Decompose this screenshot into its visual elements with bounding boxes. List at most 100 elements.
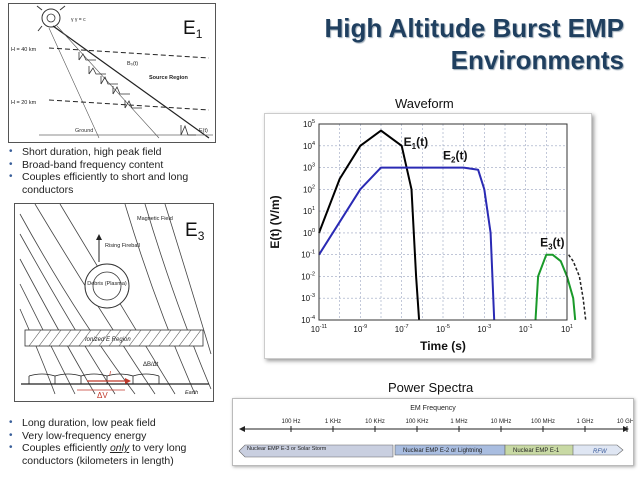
y-tick-label: 102 — [303, 184, 315, 194]
band-e2-label: Nuclear EMP E-2 or Lightning — [403, 448, 482, 454]
e2-curve-label: E2(t) — [443, 149, 467, 165]
h40-label: H = 40 km — [11, 47, 37, 53]
h20-label: H = 20 km — [11, 100, 37, 106]
power-spectra-caption: Power Spectra — [388, 380, 474, 395]
bullet-text: to very long conductors (kilometers in l… — [22, 442, 187, 467]
source-region-label: Source Region — [149, 75, 188, 81]
e3-label: E3 — [185, 220, 205, 243]
ground-label: Ground — [75, 128, 93, 134]
e3-diagram-panel: Debris (Plasma) Rising Fireball Magnetic… — [14, 203, 214, 402]
list-item: Long duration, low peak field — [6, 417, 220, 430]
y-tick-label: 103 — [303, 163, 315, 173]
title-line-1: High Altitude Burst EMP — [324, 13, 624, 43]
axis-arrow-right — [623, 426, 629, 432]
ionized-region-label: Ionized E Region — [85, 337, 131, 343]
frequency-label: 1 KHz — [325, 419, 341, 425]
series-line-e2 — [318, 166, 496, 321]
x-tick-label: 10-7 — [395, 324, 409, 334]
frequency-label: 100 KHz — [405, 419, 428, 425]
current-arrow-head — [125, 378, 131, 384]
page-title: High Altitude Burst EMP Environments — [262, 12, 624, 76]
e3-bullet-list: Long duration, low peak field Very low-f… — [6, 417, 220, 467]
y-tick-label: 10-3 — [301, 293, 315, 303]
current-label: I — [109, 371, 111, 378]
x-tick-label: 10-5 — [436, 324, 450, 334]
chart-series — [318, 129, 587, 321]
frequency-label: 10 GHz — [617, 419, 633, 425]
frequency-label: 100 Hz — [281, 419, 300, 425]
y-tick-label: 105 — [303, 119, 315, 129]
gamma-ray-line — [56, 25, 160, 139]
band-e3-label: Nuclear EMP E-3 or Solar Storm — [247, 446, 327, 452]
y-tick-label: 100 — [303, 228, 315, 238]
gamma-ray-line — [52, 25, 210, 139]
burst-icon — [36, 5, 66, 32]
fireball-inner — [92, 271, 122, 301]
waveform-chart-frame: 105 104 103 102 101 100 10-1 10-2 10-3 10-4 10-11… — [264, 113, 592, 359]
bullet-text: Couples efficiently — [22, 442, 110, 454]
list-item: Short duration, high peak field — [6, 146, 214, 159]
series-line-e3 — [534, 253, 577, 321]
frequency-label: 100 MHz — [531, 419, 555, 425]
x-axis-label: Time (s) — [420, 339, 466, 353]
e1-label: E1 — [183, 18, 203, 41]
e1-diagram: γ γ = c H = 40 km Source Region B₀(t) H … — [11, 5, 213, 139]
altitude-40km-line — [48, 47, 210, 59]
band-e3 — [238, 444, 394, 458]
magnetic-field-label: Magnetic Field — [137, 216, 173, 222]
frequency-ticks — [290, 426, 628, 432]
e1-bullet-list: Short duration, high peak field Broad-ba… — [6, 146, 214, 196]
x-tick-label: 10-1 — [519, 324, 533, 334]
y-axis-label: E(t) (V/m) — [268, 195, 282, 248]
x-tick-label: 10-3 — [477, 324, 491, 334]
pulse-glyphs — [78, 52, 196, 136]
frequency-label: 1 GHz — [576, 419, 593, 425]
list-item: Couples efficiently only to very long co… — [6, 442, 220, 467]
ionized-hatch — [28, 329, 202, 347]
delta-b-label: ΔB/Δt — [143, 362, 159, 368]
waveform-caption: Waveform — [395, 96, 454, 111]
list-item: Very low-frequency energy — [6, 430, 220, 443]
series-line-e1 — [318, 129, 421, 321]
frequency-label: 10 MHz — [491, 419, 512, 425]
rising-arrow-head — [96, 234, 102, 240]
y-tick-label: 10-1 — [301, 250, 315, 260]
delta-v-label: ΔV — [97, 391, 108, 400]
plot-area-border — [318, 123, 568, 321]
earth-label: Earth — [185, 390, 198, 396]
br-label: B₀(t) — [127, 61, 138, 67]
e1-diagram-panel: γ γ = c H = 40 km Source Region B₀(t) H … — [8, 3, 216, 143]
gamma-label: γ γ = c — [71, 17, 86, 23]
e1-curve-label: E1(t) — [404, 135, 428, 151]
band-rfw — [572, 444, 624, 456]
x-tick-labels: 10-11 10-9 10-7 10-5 10-3 10-1 101 — [311, 324, 573, 334]
frequency-labels: 100 Hz 1 KHz 10 KHz 100 KHz 1 MHz 10 MHz 100 M… — [281, 419, 637, 425]
altitude-20km-line — [48, 99, 210, 111]
ionized-region — [24, 329, 204, 347]
e3-diagram: Debris (Plasma) Rising Fireball Magnetic… — [19, 203, 212, 400]
list-item: Broad-band frequency content — [6, 159, 214, 172]
power-spectra-frame: EM Frequency 100 Hz 1 KHz 10 KHz 100 KHz 1 M… — [232, 398, 637, 466]
list-item: Couples efficiently to short and long co… — [6, 171, 214, 196]
bullet-emphasis: only — [109, 442, 130, 454]
y-tick-labels: 105 104 103 102 101 100 10-1 10-2 10-3 10-4 — [301, 119, 315, 325]
frequency-label: 1 MHz — [450, 419, 467, 425]
x-tick-label: 10-11 — [311, 324, 327, 334]
frequency-label: 10 KHz — [365, 419, 385, 425]
x-tick-label: 10-9 — [353, 324, 367, 334]
em-frequency-title: EM Frequency — [410, 405, 456, 412]
y-tick-label: 10-4 — [301, 315, 315, 325]
e3-curve-label: E3(t) — [540, 236, 564, 252]
y-tick-label: 104 — [303, 141, 315, 151]
et-label: E(t) — [199, 128, 208, 134]
debris-label: Debris (Plasma) — [87, 281, 127, 287]
band-e1-label: Nuclear EMP E-1 — [513, 448, 560, 454]
y-tick-label: 101 — [303, 206, 315, 216]
gamma-ray-line — [48, 27, 100, 139]
series-tail-dashed — [567, 254, 587, 321]
rising-fireball-label: Rising Fireball — [105, 243, 140, 249]
x-tick-label: 101 — [561, 324, 573, 334]
power-spectra-chart: EM Frequency 100 Hz 1 KHz 10 KHz 100 KHz 1 M… — [238, 405, 637, 458]
title-line-2: Environments — [450, 45, 624, 75]
